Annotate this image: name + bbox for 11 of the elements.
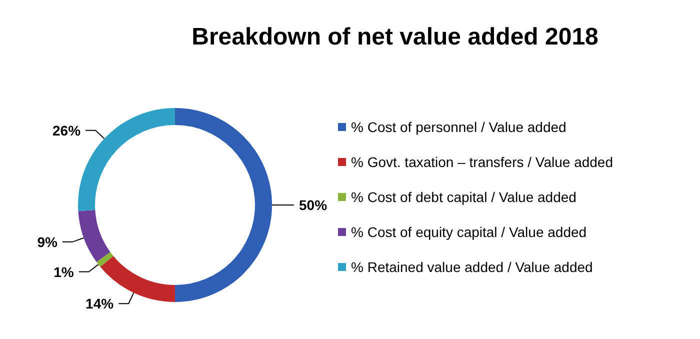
data-label: 50% — [299, 197, 328, 213]
chart-title: Breakdown of net value added 2018 — [192, 24, 598, 50]
data-label: 1% — [54, 264, 74, 280]
legend-label: % Retained value added / Value added — [351, 259, 593, 275]
data-label: 14% — [86, 296, 114, 312]
legend-label: % Cost of equity capital / Value added — [351, 224, 587, 240]
data-label: 9% — [37, 234, 58, 250]
legend-label: % Cost of personnel / Value added — [351, 119, 566, 135]
legend-label: % Govt. taxation – transfers / Value added — [351, 154, 614, 170]
data-label: 26% — [52, 122, 82, 138]
legend-label: % Cost of debt capital / Value added — [351, 189, 576, 205]
